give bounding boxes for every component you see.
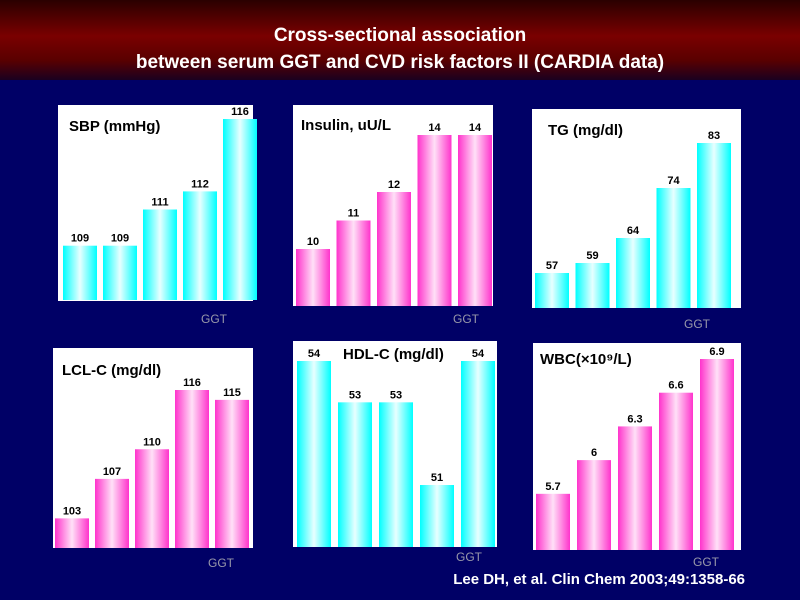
bar-value-label-5: 54 <box>472 348 485 360</box>
bar-1 <box>63 245 97 300</box>
bar-4 <box>417 135 452 306</box>
chart-title-hdlc: HDL-C (mg/dl) <box>343 346 444 363</box>
bar-2 <box>103 245 137 300</box>
bar-value-label-2: 53 <box>349 389 361 401</box>
bar-value-label-1: 10 <box>307 236 319 248</box>
bar-3 <box>377 192 411 306</box>
slide-title: Cross-sectional association between seru… <box>0 22 800 76</box>
bar-value-label-2: 59 <box>586 250 598 262</box>
bar-value-label-4: 116 <box>183 377 201 389</box>
bar-4 <box>175 390 209 548</box>
bar-value-label-1: 103 <box>63 505 81 517</box>
bar-value-label-5: 83 <box>708 130 720 142</box>
slide-title-line-1: Cross-sectional association <box>273 25 527 46</box>
bar-value-label-1: 109 <box>71 233 89 245</box>
chart-sbp: 109 109 111 112 116 <box>63 106 257 300</box>
bar-5 <box>700 359 734 550</box>
slide-title-line-2: between serum GGT and CVD risk factors I… <box>135 52 665 73</box>
chart-insulin: 10 11 12 14 14 <box>296 122 492 306</box>
x-axis-label-tg: GGT <box>684 317 710 331</box>
bar-value-label-2: 109 <box>111 233 129 245</box>
bar-value-label-3: 110 <box>143 436 161 448</box>
bar-4 <box>420 485 454 547</box>
bar-4 <box>659 392 693 550</box>
citation: Lee DH, et al. Clin Chem 2003;49:1358-66 <box>453 571 745 588</box>
bar-value-label-2: 107 <box>103 466 121 478</box>
bar-2 <box>575 263 610 308</box>
x-axis-label-insulin: GGT <box>453 312 479 326</box>
bar-3 <box>616 238 650 308</box>
bar-5 <box>458 135 492 306</box>
chart-panel-wbc: 5.7 6 6.3 6.6 6.9 WBC(×10⁹/L) GGT <box>533 343 741 569</box>
chart-title-insulin: Insulin, uU/L <box>301 117 391 134</box>
bar-3 <box>379 402 413 547</box>
bar-value-label-5: 116 <box>231 106 249 118</box>
chart-tg: 57 59 64 74 83 <box>535 130 731 308</box>
chart-panel-insulin: 10 11 12 14 14 Insulin, uU/L GGT <box>293 105 493 326</box>
chart-panel-tg: 57 59 64 74 83 TG (mg/dl) GGT <box>532 109 741 331</box>
chart-hdlc: 54 53 53 51 54 <box>297 348 495 547</box>
chart-wbc: 5.7 6 6.3 6.6 6.9 <box>536 346 734 550</box>
chart-title-lclc: LCL-C (mg/dl) <box>62 362 162 379</box>
bar-2 <box>577 460 611 550</box>
title-banner <box>0 0 800 80</box>
bar-value-label-5: 115 <box>223 387 241 399</box>
x-axis-label-hdlc: GGT <box>456 550 482 564</box>
bar-5 <box>223 119 257 300</box>
bar-value-label-4: 6.6 <box>668 380 683 392</box>
bar-5 <box>215 399 249 548</box>
bar-3 <box>135 449 169 548</box>
bar-3 <box>618 426 652 550</box>
bar-value-label-1: 57 <box>546 260 558 272</box>
chart-lclc: 103 107 110 116 115 <box>55 377 249 548</box>
bar-3 <box>143 209 177 300</box>
bar-1 <box>55 518 89 548</box>
bar-5 <box>461 361 495 547</box>
chart-panel-hdlc: 54 53 53 51 54 HDL-C (mg/dl) GGT <box>293 341 497 564</box>
bar-1 <box>297 361 331 547</box>
bar-5 <box>697 143 731 308</box>
bar-2 <box>338 402 372 547</box>
bar-value-label-1: 5.7 <box>545 481 560 493</box>
x-axis-label-sbp: GGT <box>201 312 227 326</box>
chart-title-wbc: WBC(×10⁹/L) <box>540 351 632 368</box>
bar-value-label-3: 6.3 <box>627 413 642 425</box>
bar-value-label-4: 51 <box>431 472 443 484</box>
bar-2 <box>95 478 129 548</box>
bar-value-label-3: 53 <box>390 389 402 401</box>
bar-1 <box>536 493 570 550</box>
bar-value-label-3: 64 <box>627 225 640 237</box>
x-axis-label-wbc: GGT <box>693 555 719 569</box>
bar-4 <box>183 191 217 300</box>
bar-value-label-3: 12 <box>388 179 400 191</box>
chart-panel-lclc: 103 107 110 116 115 LCL-C (mg/dl) GGT <box>53 348 253 570</box>
chart-panel-sbp: 109 109 111 112 116 SBP (mmHg) GGT <box>58 105 257 326</box>
bar-value-label-4: 74 <box>667 175 680 187</box>
bar-value-label-1: 54 <box>308 348 321 360</box>
bar-value-label-2: 6 <box>591 447 597 459</box>
chart-title-tg: TG (mg/dl) <box>548 122 623 139</box>
bar-value-label-5: 6.9 <box>709 346 724 358</box>
bar-4 <box>656 188 691 308</box>
bar-value-label-4: 112 <box>191 178 209 190</box>
bar-2 <box>336 220 371 306</box>
x-axis-label-lclc: GGT <box>208 556 234 570</box>
bar-value-label-2: 11 <box>348 208 360 220</box>
bar-1 <box>296 249 330 306</box>
chart-title-sbp: SBP (mmHg) <box>69 118 161 135</box>
bar-value-label-4: 14 <box>428 122 441 134</box>
bar-value-label-3: 111 <box>151 197 168 209</box>
bar-value-label-5: 14 <box>469 122 482 134</box>
bar-1 <box>535 273 569 308</box>
